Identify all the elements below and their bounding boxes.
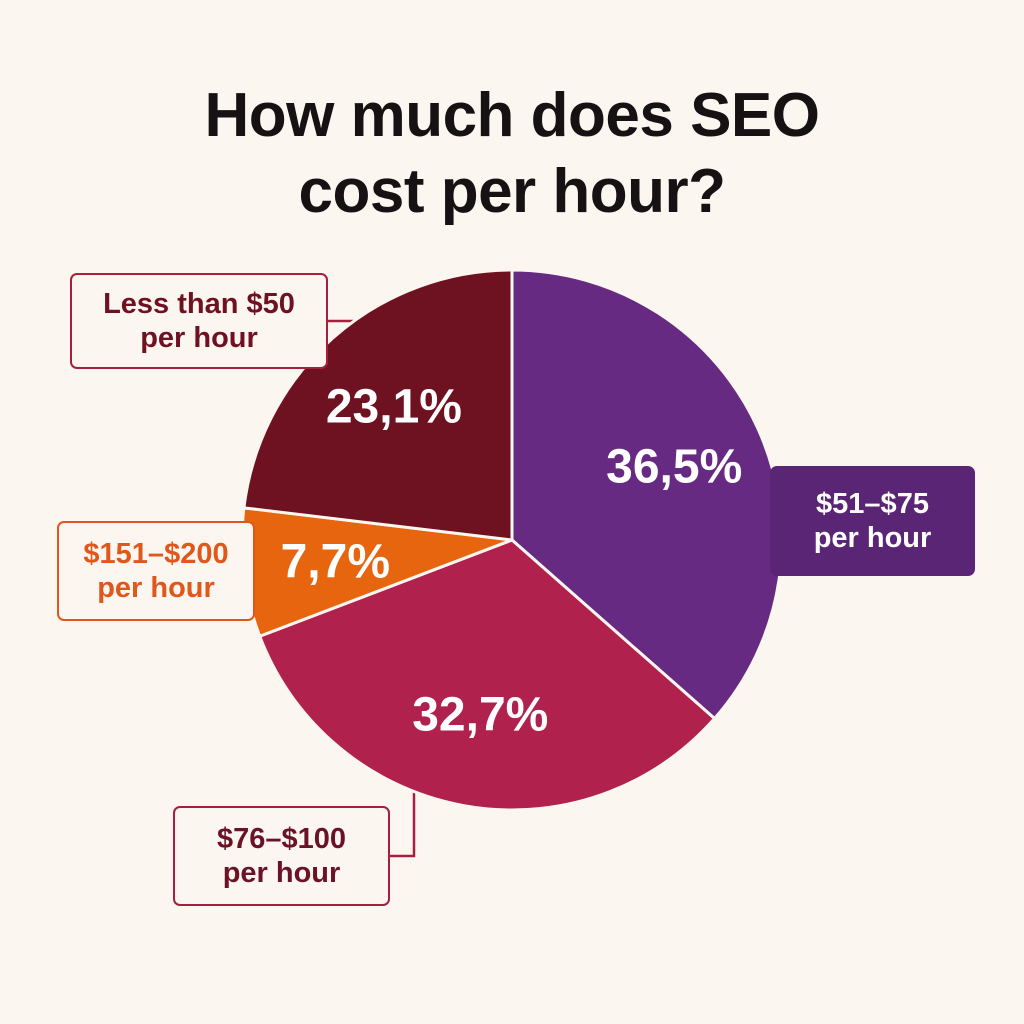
slice-value-label-51-75-per-hour: 36,5% — [606, 440, 742, 493]
legend-box-less-than-50-per-hour: Less than $50 per hour — [70, 273, 328, 369]
legend-label-line-2: per hour — [222, 857, 341, 889]
legend-label-line-1: $151–$200 — [83, 537, 229, 570]
legend-label-line-1: Less than $50 — [103, 287, 295, 320]
chart-title: How much does SEO cost per hour? — [0, 78, 1024, 229]
pie-slice-76-100-per-hour — [258, 538, 717, 812]
slice-value-labels: 36,5% 32,7% 7,7% 23,1% — [281, 380, 743, 741]
pie-slices — [240, 268, 784, 812]
legend-label-line-1: $51–$75 — [816, 487, 929, 520]
legend-label-line-2: per hour — [140, 322, 258, 354]
slice-value-label-151-200-per-hour: 7,7% — [281, 535, 390, 588]
chart-title-line-2: cost per hour? — [298, 156, 726, 226]
chart-title-line-1: How much does SEO — [204, 81, 820, 150]
slice-value-label-76-100-per-hour: 32,7% — [412, 689, 548, 742]
legend-box-51-75-per-hour: $51–$75 per hour — [770, 466, 975, 576]
legend-box-76-100-per-hour: $76–$100 per hour — [173, 806, 390, 906]
slice-value-label-less-than-50-per-hour: 23,1% — [326, 380, 462, 433]
legend-label-line-1: $76–$100 — [216, 822, 347, 855]
leader-line-76-100-per-hour — [390, 790, 416, 858]
pie-slice-less-than-50-per-hour — [242, 268, 514, 542]
legend-label-line-2: per hour — [813, 522, 932, 554]
pie-slice-51-75-per-hour — [510, 268, 784, 721]
legend-box-151-200-per-hour: $151–$200 per hour — [57, 521, 255, 621]
legend-label-line-2: per hour — [97, 572, 215, 604]
